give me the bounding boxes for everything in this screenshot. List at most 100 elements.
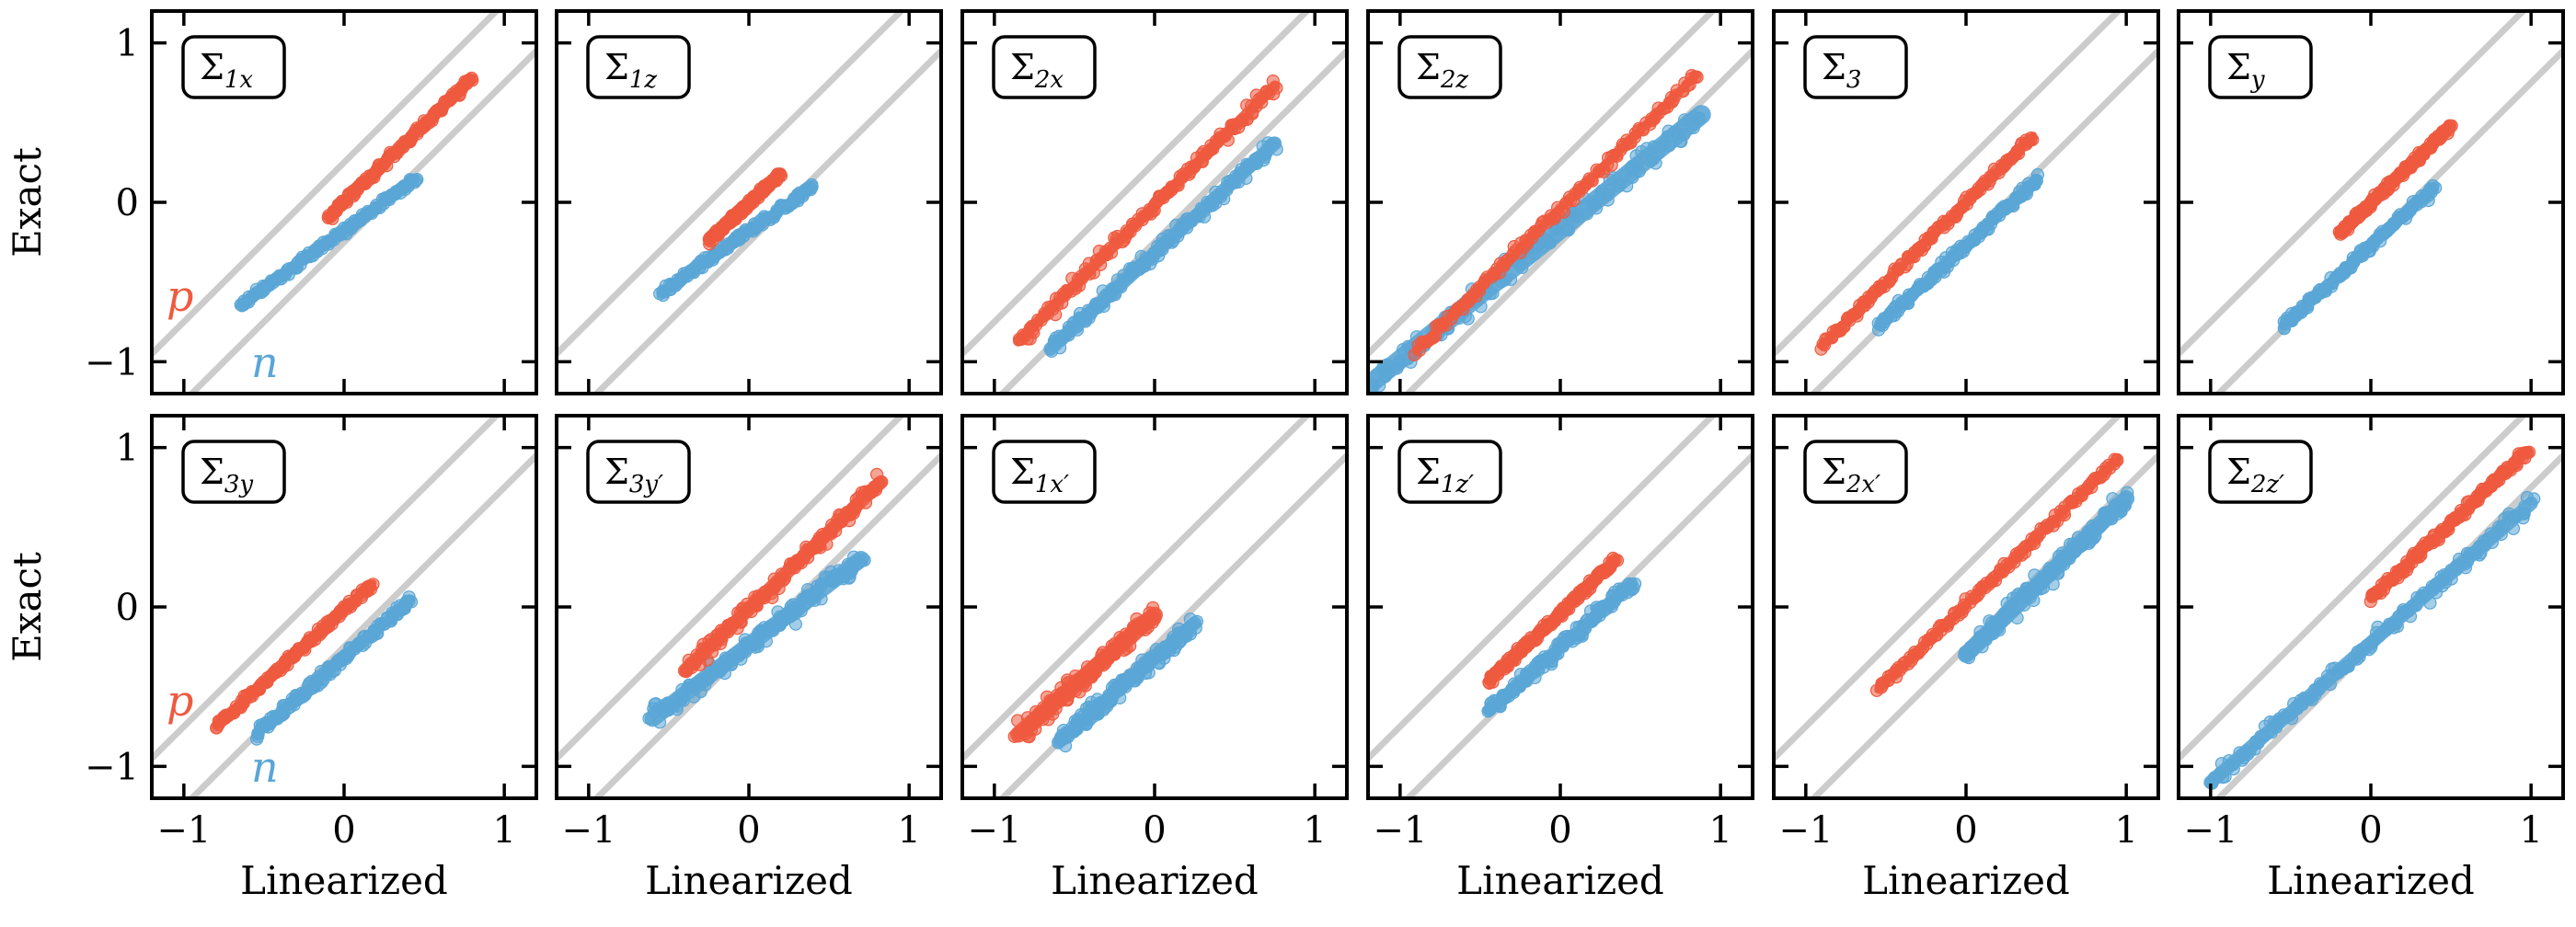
guide-line-0 <box>2179 11 2528 357</box>
guide-line-0 <box>962 416 1312 761</box>
x-tick-label: −1 <box>2183 809 2237 852</box>
series-tag-p: p <box>167 676 193 726</box>
series-n-band <box>644 551 869 727</box>
x-tick-label: 1 <box>2114 809 2137 852</box>
panel-title-subscript: 2x′ <box>1846 471 1880 498</box>
series-p-points <box>1482 551 1625 691</box>
panel-title-subscript: 3 <box>1846 66 1862 94</box>
panel-title-subscript: 1x <box>224 66 254 94</box>
x-tick-label: 0 <box>737 809 760 852</box>
series-tag-n: n <box>251 338 279 387</box>
panel-title-box <box>1397 440 1502 504</box>
x-tick-label: −1 <box>1778 809 1833 852</box>
x-axis-label: Linearized <box>240 858 448 903</box>
series-p-band <box>324 74 477 223</box>
series-n-band <box>236 175 420 310</box>
series-n-points <box>1958 486 2135 665</box>
x-tick-label: 0 <box>2359 809 2382 852</box>
series-p-points <box>210 578 380 735</box>
panel-title-subscript: 3y′ <box>629 471 663 498</box>
y-axis-label: Exact <box>5 147 50 258</box>
x-axis-label: Linearized <box>645 858 853 903</box>
x-axis-label: Linearized <box>1862 858 2070 903</box>
series-p-points <box>2363 445 2536 609</box>
series-n-points <box>653 177 819 303</box>
x-axis-label: Linearized <box>2267 858 2475 903</box>
panel-title-subscript: y <box>2250 66 2265 94</box>
x-tick-label: 0 <box>1143 809 1166 852</box>
series-tag-n: n <box>251 742 279 792</box>
series-n-band <box>251 594 416 739</box>
x-tick-label: −1 <box>156 809 211 852</box>
panel-title-box <box>2208 35 2313 99</box>
series-p-points <box>1869 452 2124 697</box>
series-p-band <box>1484 555 1620 686</box>
y-tick-label: 0 <box>116 182 139 224</box>
guide-line-1 <box>187 48 536 394</box>
y-axis-label: Exact <box>5 552 50 662</box>
series-p-band <box>677 475 888 678</box>
series-n-band <box>1958 490 2135 663</box>
panel-title-box <box>1397 35 1502 99</box>
guide-line-0 <box>1774 11 2123 357</box>
series-p-band <box>1818 132 2038 349</box>
series-p-band <box>212 579 377 730</box>
series-p-band <box>1009 606 1163 743</box>
panel-title-subscript: 3y <box>224 471 254 498</box>
panel-title-subscript: 2x <box>1034 66 1064 94</box>
panel-title-subscript: 1x′ <box>1035 471 1069 498</box>
series-p-points <box>1007 601 1163 744</box>
series-p-band <box>1874 454 2122 694</box>
panel-title: Σ1z′ <box>1416 452 1474 498</box>
y-tick-label: 0 <box>116 587 139 629</box>
panel-title-box <box>586 35 691 99</box>
y-tick-label: 1 <box>116 23 139 65</box>
panel-5: Σy <box>2177 9 2565 395</box>
series-p-band <box>1012 80 1281 347</box>
series-p-points <box>1814 132 2040 356</box>
series-n-band <box>657 182 817 297</box>
x-axis-label: Linearized <box>1456 858 1664 903</box>
series-n-band <box>1052 615 1202 750</box>
series-n-points <box>2203 490 2541 790</box>
panel-title-box <box>992 440 1097 504</box>
panel-title-subscript: 1z <box>629 66 658 94</box>
x-tick-label: 1 <box>1303 809 1326 852</box>
series-p-band <box>1411 70 1701 355</box>
series-n-points <box>234 173 424 313</box>
panel-1: Σ1z <box>555 9 943 395</box>
series-p-points <box>677 467 889 679</box>
series-p-band <box>2366 446 2533 603</box>
guide-line-0 <box>962 11 1312 357</box>
panel-title-box <box>1803 440 1908 504</box>
guide-line-0 <box>1774 416 2123 761</box>
x-tick-label: −1 <box>1373 809 1427 852</box>
panel-2: Σ2x <box>960 9 1349 395</box>
x-tick-label: 0 <box>1954 809 1977 852</box>
guide-line-1 <box>592 48 941 394</box>
panel-9: −1 0 1 Linearized Σ1z′ <box>1366 414 1754 903</box>
x-axis-label: Linearized <box>1051 858 1259 903</box>
panel-title-subscript: 2z <box>1440 66 1469 94</box>
x-tick-label: 0 <box>332 809 355 852</box>
series-n-points <box>1043 136 1283 358</box>
guide-line-0 <box>1368 416 1718 761</box>
panel-3: Σ2z <box>1366 9 1754 395</box>
guide-line-0 <box>557 11 906 357</box>
panel-title-box <box>181 35 286 99</box>
series-n-points <box>642 550 871 729</box>
series-p-band <box>2335 121 2455 238</box>
series-n-points <box>1871 167 2044 337</box>
series-n-band <box>2203 496 2538 790</box>
panel-title-box <box>586 440 691 504</box>
series-p-points <box>2332 119 2458 241</box>
panel-title-subscript: 1z′ <box>1441 471 1474 498</box>
panel-4: Σ3 <box>1772 9 2160 395</box>
x-tick-label: 1 <box>2519 809 2542 852</box>
series-n-points <box>250 590 419 746</box>
guide-line-0 <box>2179 416 2528 761</box>
panel-title-box <box>2208 440 2313 504</box>
